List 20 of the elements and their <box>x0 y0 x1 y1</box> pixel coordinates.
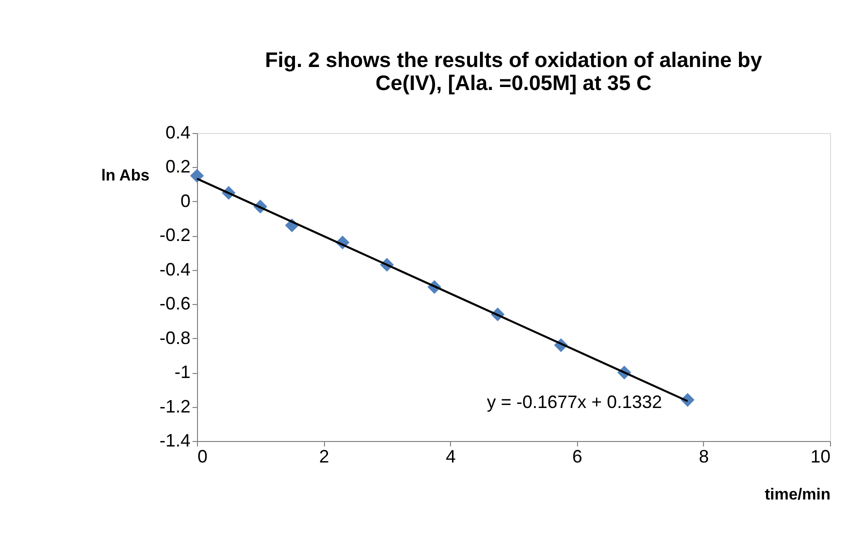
annotation: y = -0.1677x + 0.1332 <box>486 392 662 412</box>
y-tick-label: -1.2 <box>159 396 190 416</box>
y-tick-label: 0.4 <box>165 122 190 142</box>
y-axis-title: ln Abs <box>101 168 150 184</box>
x-tick-label: 0 <box>198 446 208 466</box>
y-tick-label: -0.2 <box>159 225 190 246</box>
y-tick-label: -1.4 <box>159 430 190 450</box>
x-tick-label: 2 <box>319 446 330 466</box>
x-tick-label: 4 <box>446 446 456 466</box>
y-tick-label: -0.6 <box>159 294 190 314</box>
x-tick-label: 10 <box>810 446 830 466</box>
y-tick-label: 0 <box>180 190 190 211</box>
x-tick-label: 8 <box>698 446 709 466</box>
y-tick-label: -0.4 <box>159 259 190 280</box>
y-tick-label: -1 <box>174 362 190 382</box>
y-tick-label: 0.2 <box>165 156 190 177</box>
chart-title: Fig. 2 shows the results of oxidation of alanine by Ce(IV), [Ala. =0.05M] at 35 C <box>264 49 762 95</box>
x-axis-title: time/min <box>764 486 830 504</box>
y-tick-label: -0.8 <box>159 328 190 348</box>
x-tick-label: 6 <box>572 446 582 466</box>
